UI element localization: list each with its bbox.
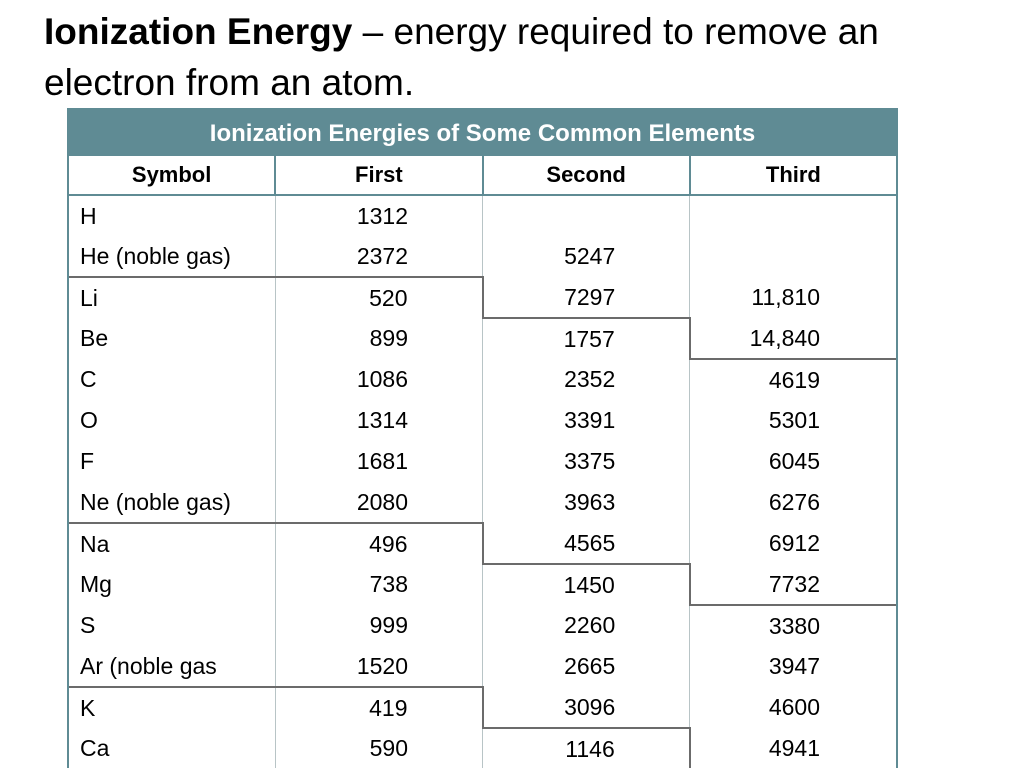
cell-symbol: F bbox=[66, 441, 276, 482]
cell-first: 738 bbox=[275, 564, 484, 605]
cell-third: 7732 bbox=[689, 564, 899, 605]
cell-second: 1757 bbox=[482, 317, 691, 359]
cell-third: 6912 bbox=[689, 523, 899, 564]
cell-third: 4619 bbox=[689, 358, 899, 400]
cell-first: 520 bbox=[275, 276, 484, 318]
table-row: O 1314 3391 5301 bbox=[66, 400, 899, 441]
ionization-energy-table: Ionization Energies of Some Common Eleme… bbox=[66, 108, 899, 768]
cell-first: 899 bbox=[275, 318, 484, 359]
cell-first: 1314 bbox=[275, 400, 484, 441]
cell-second: 2665 bbox=[482, 646, 691, 687]
cell-symbol: Ne (noble gas) bbox=[66, 482, 276, 523]
cell-second: 1450 bbox=[482, 563, 691, 605]
cell-symbol: Mg bbox=[66, 564, 276, 605]
table-row: C 1086 2352 4619 bbox=[66, 358, 899, 400]
table-row: H 1312 bbox=[66, 195, 899, 236]
cell-first: 496 bbox=[275, 522, 484, 564]
column-header-third: Third bbox=[689, 156, 899, 196]
cell-symbol: S bbox=[66, 605, 276, 646]
cell-symbol: Be bbox=[66, 318, 276, 359]
cell-symbol: Na bbox=[66, 522, 276, 564]
table-row: Na 496 4565 6912 bbox=[66, 522, 899, 564]
column-header-symbol: Symbol bbox=[66, 156, 277, 196]
cell-second: 2260 bbox=[482, 605, 691, 646]
table-caption: Ionization Energies of Some Common Eleme… bbox=[67, 108, 898, 156]
table-body: H 1312 He (noble gas) 2372 5247 Li 520 7… bbox=[66, 195, 899, 768]
cell-second bbox=[482, 195, 691, 236]
cell-first: 2080 bbox=[275, 482, 484, 523]
cell-third: 5301 bbox=[689, 400, 899, 441]
slide-heading: Ionization Energy – energy required to r… bbox=[44, 6, 1004, 108]
cell-second: 7297 bbox=[482, 277, 691, 318]
cell-third bbox=[689, 236, 899, 277]
cell-symbol: K bbox=[66, 686, 276, 728]
cell-first: 1681 bbox=[275, 441, 484, 482]
cell-third: 4600 bbox=[689, 687, 899, 728]
table-row: He (noble gas) 2372 5247 bbox=[66, 236, 899, 277]
cell-second: 2352 bbox=[482, 359, 691, 400]
table-row: F 1681 3375 6045 bbox=[66, 441, 899, 482]
cell-third: 4941 bbox=[689, 728, 899, 768]
cell-third: 6276 bbox=[689, 482, 899, 523]
cell-first: 1086 bbox=[275, 359, 484, 400]
table-row: Mg 738 1450 7732 bbox=[66, 563, 899, 605]
column-header-first: First bbox=[274, 156, 484, 196]
cell-symbol: C bbox=[66, 359, 276, 400]
table-row: Ar (noble gas 1520 2665 3947 bbox=[66, 646, 899, 687]
cell-symbol: H bbox=[66, 195, 276, 236]
cell-first: 590 bbox=[275, 728, 484, 768]
cell-first: 1312 bbox=[275, 195, 484, 236]
table-header-row: Symbol First Second Third bbox=[66, 156, 899, 196]
cell-second: 3391 bbox=[482, 400, 691, 441]
cell-second: 3096 bbox=[482, 687, 691, 728]
cell-second: 1146 bbox=[482, 727, 691, 768]
cell-third bbox=[689, 195, 899, 236]
column-header-second: Second bbox=[481, 156, 691, 196]
cell-second: 3963 bbox=[482, 482, 691, 523]
table-row: K 419 3096 4600 bbox=[66, 686, 899, 728]
table-row: Li 520 7297 11,810 bbox=[66, 276, 899, 318]
cell-symbol: Ar (noble gas bbox=[66, 646, 276, 687]
cell-first: 419 bbox=[275, 686, 484, 728]
cell-symbol: Li bbox=[66, 276, 276, 318]
cell-first: 999 bbox=[275, 605, 484, 646]
cell-symbol: He (noble gas) bbox=[66, 236, 276, 277]
heading-term: Ionization Energy bbox=[44, 11, 353, 52]
cell-second: 3375 bbox=[482, 441, 691, 482]
cell-third: 3380 bbox=[689, 604, 899, 646]
heading-definition: – energy required to remove an electron … bbox=[44, 11, 879, 103]
cell-second: 4565 bbox=[482, 523, 691, 564]
table-row: Ca 590 1146 4941 bbox=[66, 727, 899, 768]
cell-third: 6045 bbox=[689, 441, 899, 482]
cell-first: 2372 bbox=[275, 236, 484, 277]
cell-symbol: O bbox=[66, 400, 276, 441]
cell-third: 14,840 bbox=[689, 318, 899, 359]
cell-symbol: Ca bbox=[66, 728, 276, 768]
table-row: Be 899 1757 14,840 bbox=[66, 317, 899, 359]
cell-third: 11,810 bbox=[689, 277, 899, 318]
table-row: S 999 2260 3380 bbox=[66, 604, 899, 646]
cell-first: 1520 bbox=[275, 646, 484, 687]
cell-third: 3947 bbox=[689, 646, 899, 687]
table-row: Ne (noble gas) 2080 3963 6276 bbox=[66, 482, 899, 523]
cell-second: 5247 bbox=[482, 236, 691, 277]
